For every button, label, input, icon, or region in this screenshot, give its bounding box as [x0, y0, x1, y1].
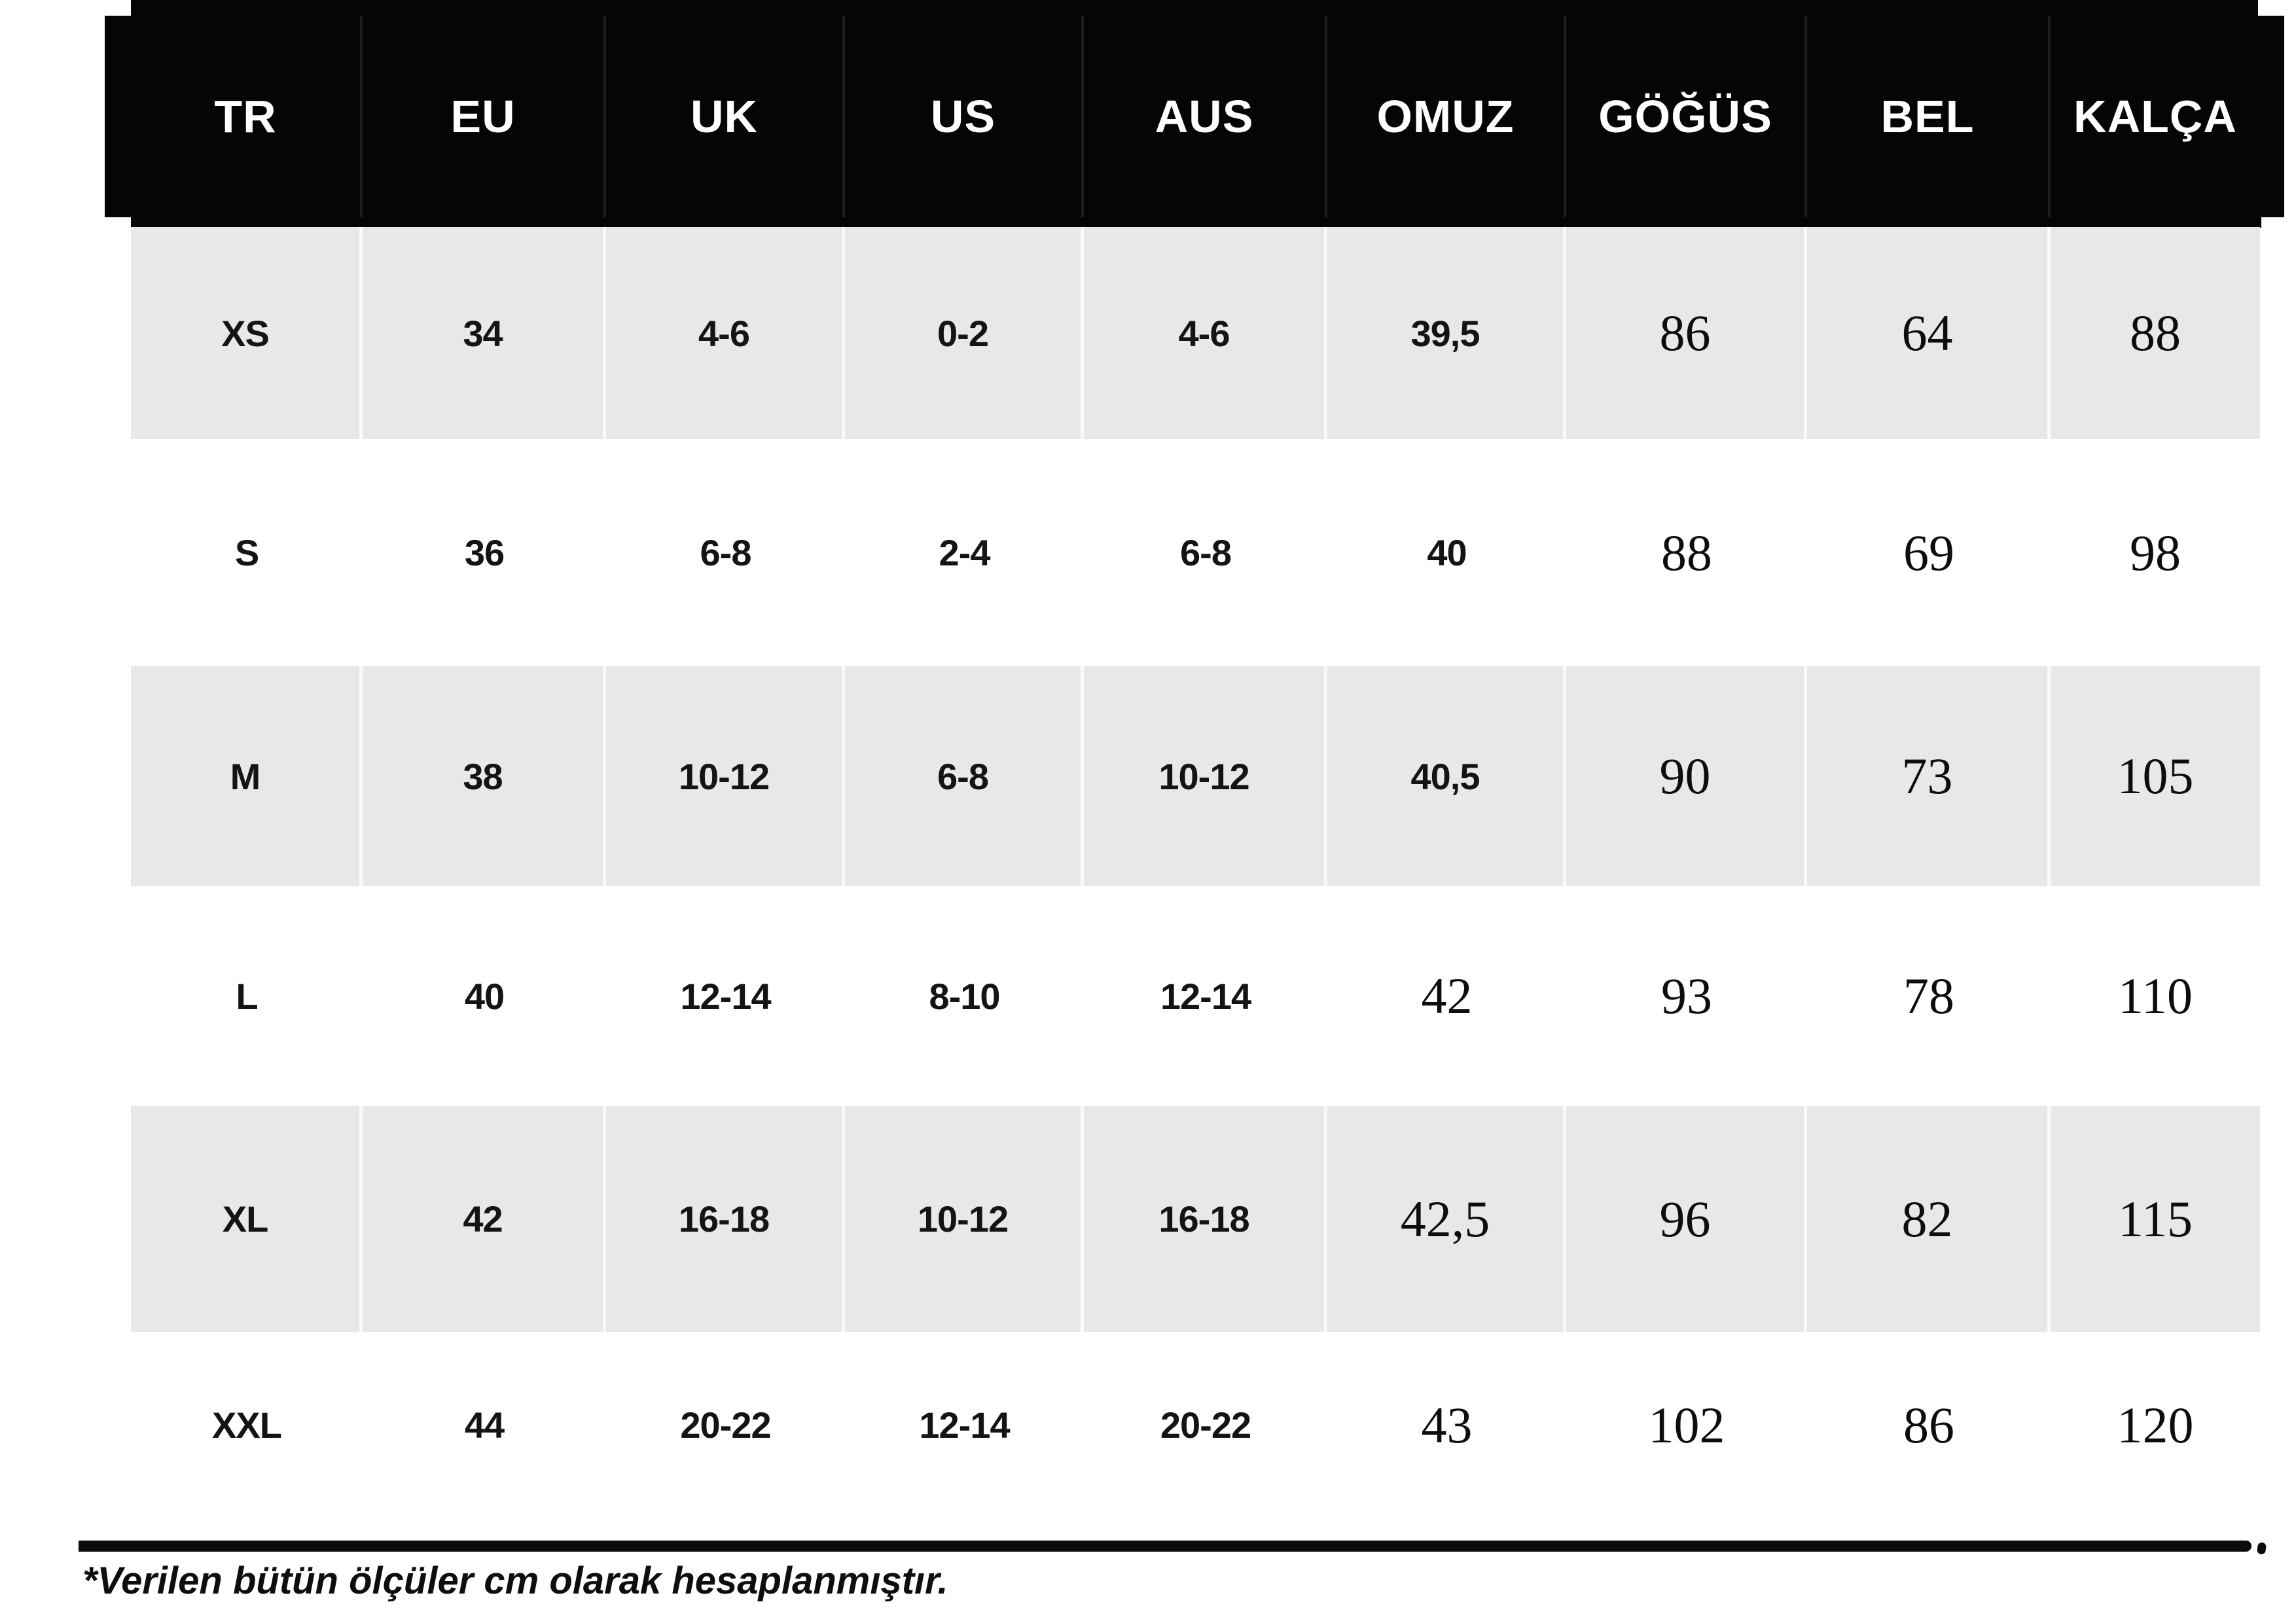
header-cell-aus: AUS: [1084, 16, 1327, 217]
size-chart-header-row: TR EU UK US AUS OMUZ GÖĞÜS BEL KALÇA: [131, 16, 2260, 217]
table-cell: 88: [2130, 304, 2181, 361]
footnote: *Verilen bütün ölçüler cm olarak hesapla…: [82, 1560, 948, 1602]
table-cell: 8-10: [929, 975, 1000, 1017]
table-cell: 120: [2117, 1396, 2194, 1454]
table-cell: 69: [1903, 524, 1954, 581]
table-cell: 42: [1421, 967, 1473, 1024]
table-cell: 105: [2117, 747, 2194, 804]
header-cell-us: US: [845, 16, 1084, 217]
table-cell: 2-4: [939, 532, 991, 573]
table-cell: XS: [131, 227, 363, 439]
table-row-xs: XS 34 4-6 0-2 4-6 39,5 86 64 88: [131, 227, 2260, 439]
table-cell: 90: [1566, 666, 1807, 886]
table-row-s: S 36 6-8 2-4 6-8 40 88 69 98: [131, 439, 2260, 666]
header-bottom-strip: [131, 216, 2261, 228]
table-cell: 73: [1807, 666, 2051, 886]
header-cell-eu: EU: [363, 16, 606, 217]
table-row-xxl: XXL 44 20-22 12-14 20-22 43 102 86 120: [131, 1332, 2260, 1518]
size-chart-body: XS 34 4-6 0-2 4-6 39,5 86 64 88 S 36 6-8 2-4 6-8 40 88 6…: [131, 227, 2260, 1518]
table-cell: 16-18: [1084, 1106, 1327, 1332]
table-cell: XXL: [212, 1404, 282, 1446]
table-cell: 6-8: [1180, 532, 1232, 573]
table-cell: 34: [363, 227, 606, 439]
table-cell: 64: [1807, 227, 2051, 439]
table-row-m: M 38 10-12 6-8 10-12 40,5 90 73 105: [131, 666, 2260, 886]
table-cell: 16-18: [606, 1106, 845, 1332]
table-cell: 4-6: [1084, 227, 1327, 439]
table-cell: 42,5: [1327, 1106, 1566, 1332]
header-cell-uk: UK: [606, 16, 845, 217]
table-cell: M: [131, 666, 363, 886]
table-cell: 102: [1648, 1396, 1725, 1454]
table-cell: 6-8: [700, 532, 752, 573]
header-cell-omuz: OMUZ: [1327, 16, 1566, 217]
header-band: [105, 16, 2284, 217]
table-cell: 39,5: [1327, 227, 1566, 439]
table-cell: 98: [2130, 524, 2181, 581]
table-cell: L: [236, 975, 258, 1017]
table-cell: 82: [1807, 1106, 2051, 1332]
table-cell: S: [234, 532, 259, 573]
footer-rule-tick: [2256, 1542, 2267, 1555]
table-cell: 42: [363, 1106, 606, 1332]
table-cell: XL: [131, 1106, 363, 1332]
table-cell: 44: [464, 1404, 505, 1446]
table-cell: 88: [1661, 524, 1712, 581]
table-cell: 93: [1661, 967, 1712, 1024]
table-cell: 38: [363, 666, 606, 886]
table-cell: 20-22: [680, 1404, 771, 1446]
table-cell: 86: [1566, 227, 1807, 439]
table-cell: 40: [464, 975, 505, 1017]
table-cell: 0-2: [845, 227, 1084, 439]
table-cell: 12-14: [1160, 975, 1251, 1017]
table-cell: 12-14: [680, 975, 771, 1017]
table-cell: 40,5: [1327, 666, 1566, 886]
table-cell: 78: [1903, 967, 1954, 1024]
table-cell: 12-14: [919, 1404, 1010, 1446]
table-cell: 40: [1427, 532, 1467, 573]
header-cell-tr: TR: [131, 16, 363, 217]
table-cell: 4-6: [606, 227, 845, 439]
table-cell: 10-12: [1084, 666, 1327, 886]
header-cell-gs: GÖĞÜS: [1566, 16, 1807, 217]
table-cell: 10-12: [606, 666, 845, 886]
table-cell: 110: [2117, 967, 2193, 1024]
table-row-l: L 40 12-14 8-10 12-14 42 93 78 110: [131, 886, 2260, 1106]
table-cell: 43: [1421, 1396, 1473, 1454]
table-cell: 96: [1566, 1106, 1807, 1332]
footer-rule: [79, 1541, 2251, 1552]
table-cell: 10-12: [845, 1106, 1084, 1332]
table-cell: 115: [2117, 1190, 2193, 1247]
header-top-strip: [131, 0, 2258, 18]
table-cell: 20-22: [1160, 1404, 1251, 1446]
table-cell: 86: [1903, 1396, 1954, 1454]
table-cell: 36: [464, 532, 505, 573]
table-cell: 6-8: [845, 666, 1084, 886]
table-row-xl: XL 42 16-18 10-12 16-18 42,5 96 82 115: [131, 1106, 2260, 1332]
header-cell-bel: BEL: [1807, 16, 2051, 217]
header-cell-kala: KALÇA: [2073, 91, 2237, 142]
